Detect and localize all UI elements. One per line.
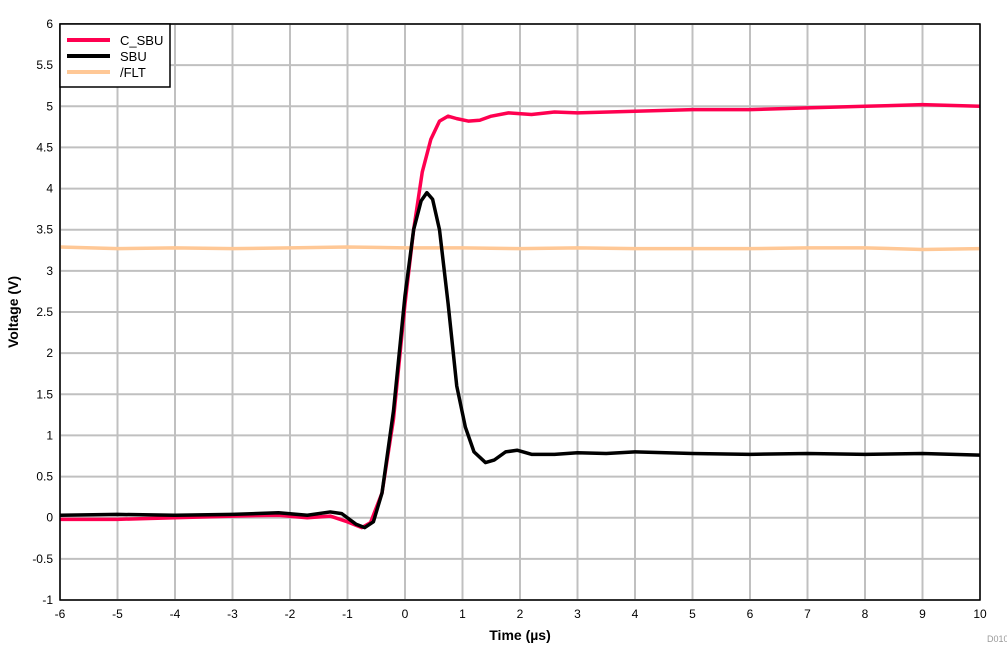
y-tick-label: 4	[46, 182, 53, 196]
y-tick-label: 5.5	[36, 58, 53, 72]
x-tick-label: 6	[747, 607, 754, 621]
series-line-flt	[59, 245, 981, 252]
x-tick-label: 10	[973, 607, 987, 621]
y-tick-label: 4.5	[36, 140, 53, 154]
y-tick-label: 3	[46, 264, 53, 278]
x-tick-label: -6	[55, 607, 66, 621]
y-tick-label: -1	[42, 593, 53, 607]
x-tick-label: 1	[459, 607, 466, 621]
x-tick-label: 8	[862, 607, 869, 621]
plot-frame	[59, 23, 981, 601]
y-tick-label: -0.5	[32, 552, 53, 566]
y-tick-label: 1	[46, 428, 53, 442]
y-tick-label: 1.5	[36, 387, 53, 401]
x-tick-label: 7	[804, 607, 811, 621]
legend-label: C_SBU	[120, 33, 163, 48]
x-axis-label: Time (µs)	[489, 627, 551, 643]
x-tick-label: -3	[227, 607, 238, 621]
y-tick-label: 0.5	[36, 470, 53, 484]
x-tick-label: 3	[574, 607, 581, 621]
series-line-csbu	[60, 102, 981, 530]
legend-label: SBU	[120, 49, 147, 64]
y-tick-label: 0	[46, 511, 53, 525]
y-tick-label: 2.5	[36, 305, 53, 319]
x-tick-label: 5	[689, 607, 696, 621]
y-tick-labels: -1 -0.5 0 0.5 1 1.5 2 2.5 3 3.5 4 4.5 5 5.5 6	[32, 17, 53, 607]
legend-label: /FLT	[120, 65, 146, 80]
y-tick-label: 5	[46, 99, 53, 113]
x-tick-label: -1	[342, 607, 353, 621]
y-tick-label: 2	[46, 346, 53, 360]
x-tick-label: 9	[919, 607, 926, 621]
series-line-sbu	[59, 190, 981, 530]
x-tick-labels: -6 -5 -4 -3 -2 -1 0 1 2 3 4 5 6 7 8 9 10	[55, 607, 987, 621]
x-tick-label: 0	[402, 607, 409, 621]
y-tick-label: 3.5	[36, 223, 53, 237]
x-tick-label: -2	[285, 607, 296, 621]
y-axis-label: Voltage (V)	[5, 276, 21, 348]
x-tick-label: 2	[517, 607, 524, 621]
y-tick-label: 6	[46, 17, 53, 31]
series-lines	[59, 102, 981, 530]
x-tick-label: -5	[112, 607, 123, 621]
x-tick-label: -4	[170, 607, 181, 621]
watermark: D010	[987, 634, 1007, 644]
x-tick-label: 4	[632, 607, 639, 621]
